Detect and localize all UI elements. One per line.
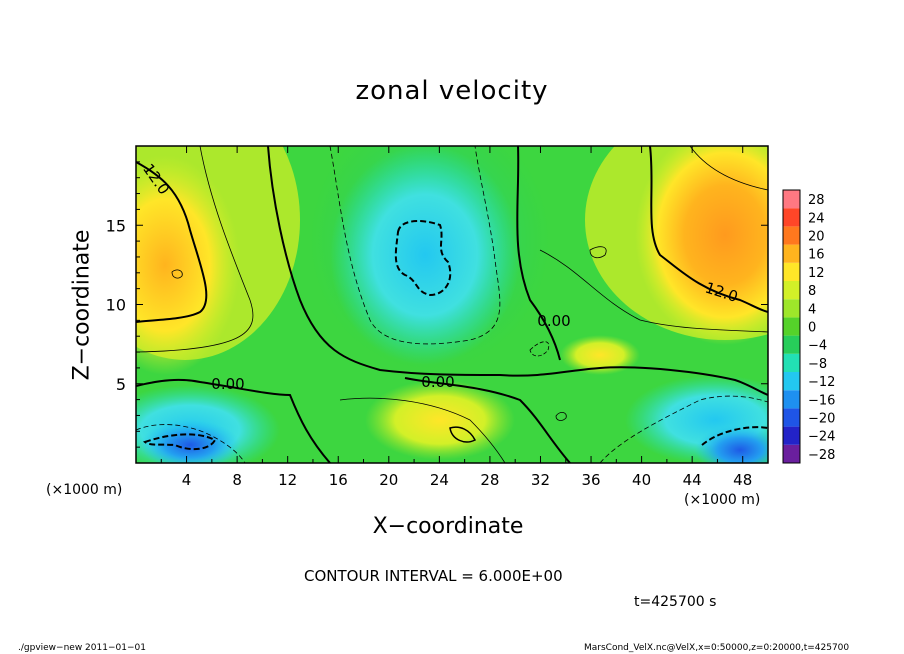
x-tick-label: 4 (182, 471, 192, 489)
x-tick-label: 16 (329, 471, 348, 489)
contour-label: 0.00 (537, 312, 570, 330)
footer-right: MarsCond_VelX.nc@VelX,x=0:50000,z=0:2000… (584, 643, 850, 653)
colorbar-swatch (783, 317, 800, 336)
colorbar-swatch (783, 444, 800, 463)
colorbar-label: −8 (808, 357, 827, 372)
colorbar-frame (782, 189, 801, 464)
colorbar-label: 8 (808, 284, 816, 299)
y-tick-label: 15 (106, 216, 126, 235)
colorbar-label: −28 (808, 448, 835, 463)
colorbar-swatch (783, 244, 800, 263)
x-tick-label: 36 (581, 471, 600, 489)
colorbar-label: −4 (808, 339, 827, 354)
velocity-field (136, 146, 768, 463)
colorbar-swatch (783, 426, 800, 445)
contour-label: 0.00 (211, 375, 244, 393)
colorbar: 28 24 20 16 12 8 4 0 −4 −8 −12 −16 −20 −24 −28 (782, 189, 835, 464)
colorbar-swatch (783, 408, 800, 427)
colorbar-label: 20 (808, 230, 825, 245)
colorbar-swatch (783, 372, 800, 391)
x-tick-label: 28 (480, 471, 499, 489)
colorbar-swatch (783, 262, 800, 281)
colorbar-swatch (783, 390, 800, 409)
colorbar-label: 28 (808, 193, 825, 208)
x-tick-label: 12 (278, 471, 297, 489)
colorbar-swatch (783, 281, 800, 300)
y-tick-label: 5 (116, 375, 126, 394)
colorbar-label: −24 (808, 430, 835, 445)
colorbar-label: −16 (808, 393, 835, 408)
colorbar-label: 0 (808, 321, 816, 336)
colorbar-swatch (783, 190, 800, 209)
contour-label: 0.00 (421, 373, 454, 391)
x-unit-right: (×1000 m) (684, 492, 761, 508)
y-axis-label: Z−coordinate (69, 229, 95, 381)
x-tick-label: 32 (531, 471, 550, 489)
colorbar-label: 12 (808, 266, 825, 281)
colorbar-label: −12 (808, 375, 835, 390)
footer-left: ./gpview−new 2011−01−01 (18, 643, 146, 653)
colorbar-swatch (783, 353, 800, 372)
y-tick-label: 10 (106, 296, 126, 315)
x-tick-label: 8 (232, 471, 242, 489)
colorbar-label: 24 (808, 211, 825, 226)
x-tick-label: 48 (733, 471, 752, 489)
colorbar-label: 4 (808, 302, 816, 317)
x-axis-label: X−coordinate (372, 514, 524, 539)
colorbar-swatch (783, 299, 800, 318)
x-tick-label: 24 (430, 471, 449, 489)
x-tick-label: 40 (632, 471, 651, 489)
time-label: t=425700 s (634, 594, 717, 610)
x-axis: 4 8 12 16 20 24 28 32 36 40 44 48 (160, 146, 752, 489)
colorbar-label: 16 (808, 248, 825, 263)
x-tick-label: 20 (379, 471, 398, 489)
x-tick-label: 44 (683, 471, 702, 489)
colorbar-label: −20 (808, 412, 835, 427)
y-axis: 5 10 15 (106, 161, 768, 448)
x-unit-left: (×1000 m) (46, 482, 123, 498)
chart-title: zonal velocity (355, 76, 549, 106)
contour-interval-label: CONTOUR INTERVAL = 6.000E+00 (304, 567, 563, 585)
colorbar-swatch (783, 208, 800, 227)
colorbar-swatch (783, 226, 800, 245)
colorbar-swatch (783, 335, 800, 354)
